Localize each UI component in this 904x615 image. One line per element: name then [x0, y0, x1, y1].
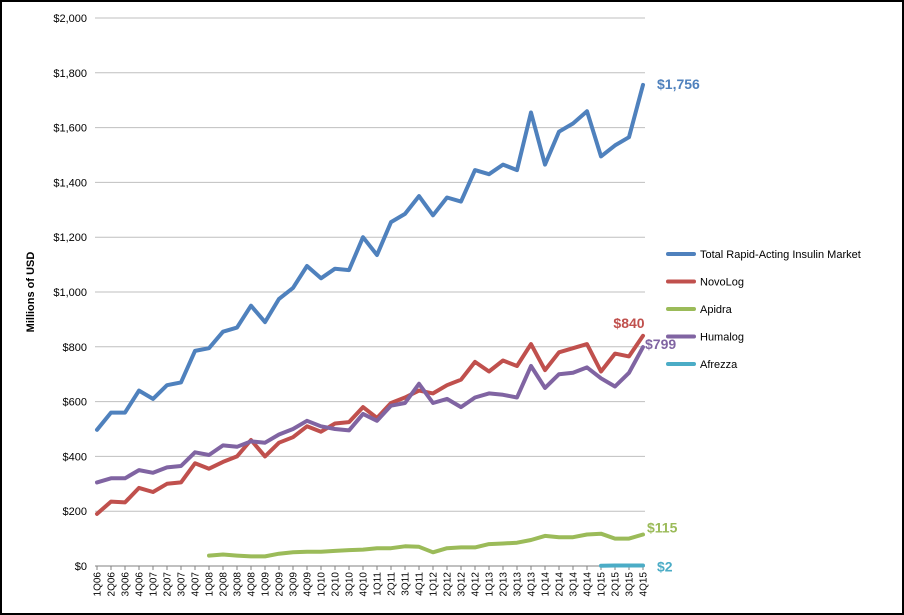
x-tick-label: 4Q15	[639, 572, 650, 597]
x-tick-label: 3Q11	[401, 572, 412, 596]
series-line	[95, 82, 645, 432]
x-tick-label: 2Q15	[611, 572, 622, 597]
y-tick-label: $800	[63, 342, 87, 354]
x-tick-label: 3Q15	[625, 572, 636, 597]
x-tick-label: 1Q14	[541, 572, 552, 597]
legend-label: Humalog	[700, 332, 744, 344]
x-tick-label: 3Q07	[177, 572, 188, 597]
x-tick-label: 3Q08	[233, 572, 244, 597]
y-tick-label: $1,400	[53, 177, 87, 189]
x-tick-label: 4Q06	[135, 572, 146, 597]
x-tick-label: 4Q07	[191, 572, 202, 597]
x-axis-ticks: 1Q06 2Q06 3Q06 4Q06 1Q07 2Q07 3Q07 4Q07 1Q08 2Q08…	[93, 566, 650, 596]
x-tick-label: 4Q12	[471, 572, 482, 597]
x-tick-label: 3Q10	[345, 572, 356, 597]
x-tick-label: 2Q14	[555, 572, 566, 597]
series-line	[95, 333, 645, 516]
y-axis-label: Millions of USD	[25, 252, 37, 333]
series-line	[207, 531, 645, 559]
x-tick-label: 1Q12	[429, 572, 440, 597]
x-tick-label: 4Q08	[247, 572, 258, 597]
x-tick-label: 1Q10	[317, 572, 328, 597]
x-tick-label: 1Q09	[261, 572, 272, 597]
y-tick-label: $1,600	[53, 123, 87, 135]
x-tick-label: 2Q08	[219, 572, 230, 597]
x-tick-label: 2Q11	[387, 572, 398, 596]
legend-label: NovoLog	[700, 277, 744, 289]
gridlines	[95, 17, 645, 512]
x-tick-label: 4Q09	[303, 572, 314, 597]
x-tick-label: 2Q10	[331, 572, 342, 597]
x-tick-label: 1Q07	[149, 572, 160, 597]
x-tick-label: 2Q06	[107, 572, 118, 597]
x-tick-label: 1Q11	[373, 572, 384, 596]
x-tick-label: 3Q06	[121, 572, 132, 597]
x-tick-label: 1Q08	[205, 572, 216, 597]
series-line	[95, 345, 645, 485]
legend-label: Apidra	[700, 304, 733, 316]
x-tick-label: 3Q12	[457, 572, 468, 597]
series-end-label: $840	[613, 315, 644, 331]
y-tick-label: $0	[75, 561, 87, 573]
y-tick-label: $1,000	[53, 287, 87, 299]
y-tick-label: $200	[63, 506, 87, 518]
x-tick-label: 2Q12	[443, 572, 454, 597]
x-tick-label: 2Q09	[275, 572, 286, 597]
x-tick-label: 4Q11	[415, 572, 426, 596]
y-axis-ticks: $0 $200 $400 $600 $800 $1,000 $1,200 $1,400 $1,6…	[53, 13, 87, 573]
y-tick-label: $600	[63, 397, 87, 409]
x-tick-label: 3Q13	[513, 572, 524, 597]
series-end-label: $799	[645, 336, 676, 352]
legend-label: Afrezza	[700, 359, 738, 371]
series-end-labels: $1,756 $840 $115 $799 $2	[613, 76, 700, 575]
series-end-label: $115	[647, 519, 678, 535]
x-tick-label: 1Q15	[597, 572, 608, 597]
series-lines	[95, 82, 645, 568]
x-tick-label: 4Q13	[527, 572, 538, 597]
x-tick-label: 3Q14	[569, 572, 580, 597]
y-tick-label: $1,800	[53, 68, 87, 80]
x-tick-label: 2Q13	[499, 572, 510, 597]
series-end-label: $2	[657, 558, 673, 574]
y-tick-label: $1,200	[53, 232, 87, 244]
x-tick-label: 3Q09	[289, 572, 300, 597]
legend-label: Total Rapid-Acting Insulin Market	[700, 249, 861, 261]
series-end-label: $1,756	[657, 76, 700, 92]
x-tick-label: 4Q10	[359, 572, 370, 597]
y-tick-label: $400	[63, 451, 87, 463]
x-tick-label: 1Q06	[93, 572, 104, 597]
x-tick-label: 1Q13	[485, 572, 496, 597]
x-tick-label: 4Q14	[583, 572, 594, 597]
legend: Total Rapid-Acting Insulin Market NovoLog…	[666, 249, 861, 371]
y-tick-label: $2,000	[53, 13, 87, 25]
x-tick-label: 2Q07	[163, 572, 174, 597]
